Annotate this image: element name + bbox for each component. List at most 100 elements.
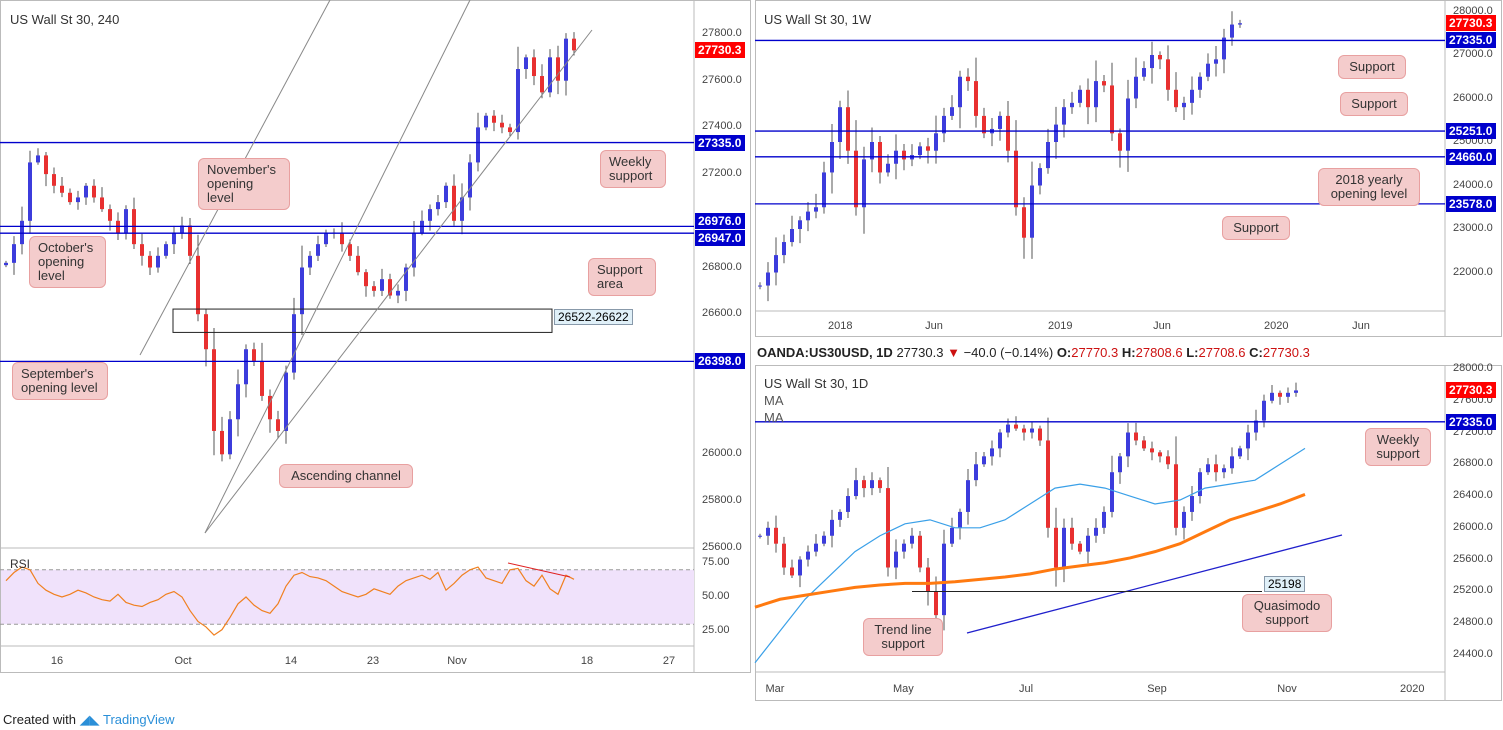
candle-body [758, 535, 762, 537]
candle-body [1022, 207, 1026, 238]
time-tick: Oct [174, 655, 192, 667]
candle-body [1038, 168, 1042, 186]
low-value: 27708.6 [1198, 345, 1246, 360]
close-value: 27730.3 [1262, 345, 1310, 360]
candle-body [774, 255, 778, 273]
time-tick: Nov [1277, 683, 1297, 695]
low-label: L: [1186, 345, 1199, 360]
rsi-label: RSI [10, 557, 31, 571]
candle-body [1174, 89, 1178, 108]
price-tick: 27600.0 [702, 73, 742, 86]
high-value: 27808.6 [1135, 345, 1183, 360]
candle-body [1102, 81, 1106, 86]
candle-body [460, 197, 464, 221]
candle-body [1030, 428, 1034, 433]
candle-body [1230, 24, 1234, 38]
candle-body [1150, 448, 1154, 453]
candle-body [958, 511, 962, 528]
candle-body [500, 122, 504, 128]
candle-body [396, 290, 400, 296]
candle-body [830, 519, 834, 536]
time-tick: Jun [925, 320, 943, 332]
price-tick: 26600.0 [702, 307, 742, 320]
candle-body [1142, 440, 1146, 449]
candle-body [1062, 527, 1066, 568]
candle-body [388, 279, 392, 296]
candle-body [76, 197, 80, 203]
candle-body [20, 220, 24, 245]
candle-body [252, 349, 256, 361]
time-tick: May [893, 683, 914, 695]
candle-body [1046, 142, 1050, 169]
price-tick: 28000.0 [1453, 362, 1493, 374]
open-label: O: [1056, 345, 1072, 360]
candle-body [188, 225, 192, 256]
candle-body [1054, 124, 1058, 142]
candle-body [934, 133, 938, 151]
candle-body [798, 559, 802, 576]
level-price-tag: 25251.0 [1446, 123, 1496, 140]
candle-body [1134, 76, 1138, 99]
candle-body [92, 185, 96, 198]
candle-body [974, 464, 978, 481]
time-tick: Sep [1147, 683, 1167, 695]
panel-frame [755, 365, 1502, 701]
callout-weekly-support: Weekly support [600, 150, 666, 188]
callout-quasimodo: Quasimodo support [1242, 594, 1332, 632]
price-tick: 24000.0 [1453, 178, 1493, 191]
candle-body [1150, 55, 1154, 69]
candle-body [1294, 390, 1298, 393]
candle-body [316, 244, 320, 256]
candle-body [1102, 511, 1106, 528]
time-tick: 2020 [1400, 683, 1425, 695]
candle-body [1006, 115, 1010, 151]
candle-body [934, 591, 938, 616]
candle-body [564, 38, 568, 81]
callout-trend-line-support: Trend line support [863, 618, 943, 656]
candle-body [958, 76, 962, 108]
price-tick: 26000.0 [1453, 520, 1493, 533]
candle-body [782, 242, 786, 256]
time-tick: 16 [50, 655, 64, 667]
channel-upper-line [204, 0, 471, 534]
candle-body [428, 209, 432, 221]
candle-body [1014, 150, 1018, 208]
change-value: −40.0 (−0.14%) [963, 345, 1054, 360]
price-tick: 27000.0 [1453, 48, 1493, 60]
candle-body [52, 174, 56, 186]
candle-body [1158, 452, 1162, 457]
candle-body [1206, 63, 1210, 77]
tradingview-link[interactable]: TradingView [103, 712, 175, 727]
price-tick: 25200.0 [1453, 584, 1493, 597]
candle-body [292, 314, 296, 373]
candle-body [974, 81, 978, 116]
time-tick: Mar [765, 683, 785, 695]
candle-body [1110, 85, 1114, 134]
candle-body [950, 107, 954, 116]
candle-body [918, 535, 922, 568]
level-price-tag: 27335.0 [1446, 32, 1496, 49]
ma-legend-1[interactable]: MA [764, 393, 784, 408]
footer-text: Created with [3, 712, 76, 727]
candle-body [44, 155, 48, 175]
candle-body [84, 185, 88, 198]
ma50-line [754, 447, 1306, 664]
candle-body [902, 150, 906, 160]
candle-body [886, 163, 890, 173]
candle-body [1006, 424, 1010, 433]
level-price-tag: 26398.0 [695, 353, 745, 370]
candle-body [1134, 432, 1138, 441]
candle-body [380, 279, 384, 291]
candle-body [484, 115, 488, 128]
candle-body [814, 207, 818, 212]
candle-body [1262, 400, 1266, 421]
callout-september-opening: September's opening level [12, 362, 108, 400]
candle-body [1166, 59, 1170, 90]
candle-body [1254, 420, 1258, 433]
candle-body [404, 267, 408, 291]
candle-body [524, 57, 528, 70]
candle-body [950, 527, 954, 544]
chart-title-1w: US Wall St 30, 1W [764, 12, 872, 27]
down-arrow-icon: ▼ [947, 345, 960, 360]
ma-legend-2[interactable]: MA [764, 410, 784, 425]
